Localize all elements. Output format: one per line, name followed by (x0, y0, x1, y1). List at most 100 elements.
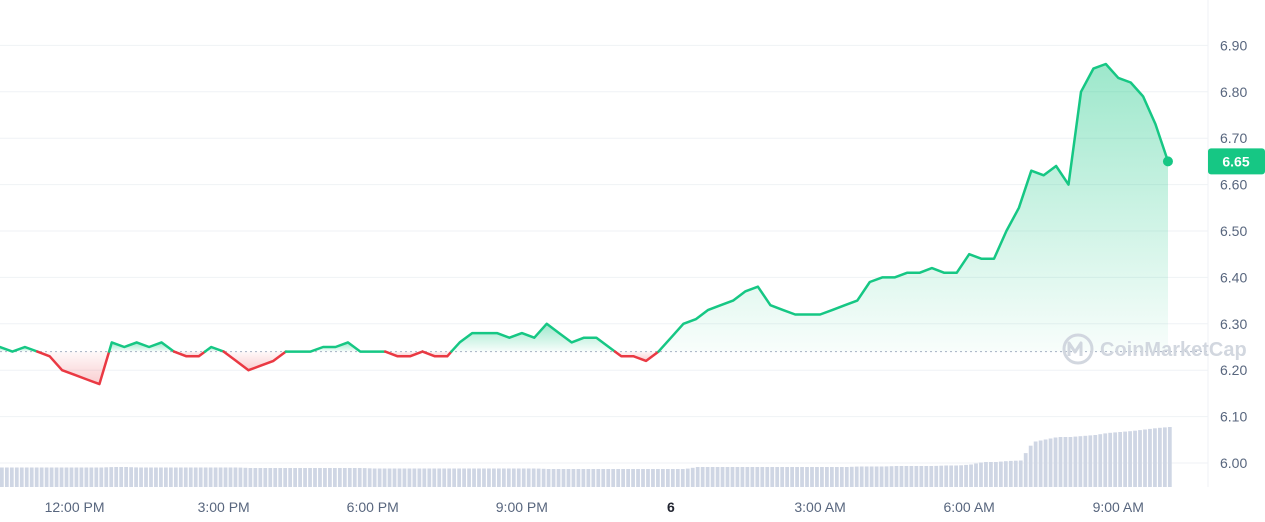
volume-bar (874, 466, 879, 487)
volume-bar (447, 468, 452, 487)
volume-bar (337, 468, 342, 487)
volume-bar (1038, 440, 1043, 487)
volume-bar (89, 467, 94, 487)
volume-bar (1148, 428, 1152, 487)
volume-bar (472, 468, 476, 487)
volume-bar (243, 467, 248, 487)
volume-bar (954, 465, 959, 487)
volume-bar (735, 467, 740, 487)
volume-bar (770, 467, 775, 487)
x-tick-label: 12:00 PM (45, 499, 105, 515)
volume-bar (795, 467, 799, 487)
volume-bar (119, 467, 124, 487)
volume-bar (492, 468, 496, 487)
watermark-text: CoinMarketCap (1100, 339, 1247, 361)
volume-bar (1013, 460, 1018, 487)
volume-bar (616, 469, 621, 487)
volume-bar (665, 469, 670, 487)
volume-bar (308, 468, 312, 487)
volume-bar (984, 462, 988, 487)
volume-bar (844, 467, 849, 487)
volume-bar (278, 468, 283, 487)
volume-bar (1018, 460, 1023, 487)
volume-bar (626, 469, 630, 487)
volume-bar (9, 467, 14, 487)
watermark: CoinMarketCap (1062, 333, 1247, 365)
volume-bar (323, 468, 327, 487)
volume-bar (899, 466, 904, 487)
volume-bar (859, 466, 864, 487)
volume-bar (84, 467, 89, 487)
x-tick-label: 6 (667, 499, 675, 515)
volume-bar (919, 466, 924, 487)
volume-bar (4, 467, 9, 487)
volume-bar (487, 468, 491, 487)
volume-bar (258, 468, 263, 487)
volume-bar (775, 467, 780, 487)
volume-bar (1053, 437, 1058, 487)
volume-bar (59, 467, 64, 487)
volume-bar (869, 466, 874, 487)
volume-bar (680, 469, 685, 487)
volume-bar (909, 466, 914, 487)
volume-bar (173, 467, 178, 487)
price-area-down (37, 351, 110, 385)
volume-bar (695, 467, 700, 487)
volume-bar (129, 467, 133, 487)
volume-bar (805, 467, 809, 487)
volume-bar (497, 468, 501, 487)
volume-bar (651, 469, 655, 487)
volume-bar (879, 466, 884, 487)
x-tick-label: 9:00 PM (496, 499, 548, 515)
volume-bar (1043, 439, 1048, 487)
x-tick-label: 9:00 AM (1093, 499, 1144, 515)
coinmarketcap-logo-icon (1062, 333, 1094, 365)
volume-bar (536, 468, 541, 487)
volume-bar (1167, 427, 1172, 487)
x-tick-label: 6:00 AM (943, 499, 994, 515)
volume-bar (740, 467, 745, 487)
volume-bar (124, 467, 129, 487)
volume-bar (159, 467, 163, 487)
volume-bar (661, 469, 665, 487)
volume-bar (367, 468, 372, 487)
volume-bar (1158, 427, 1162, 487)
volume-bar (164, 467, 168, 487)
y-tick-label: 6.50 (1220, 223, 1247, 239)
volume-bar (571, 469, 576, 487)
volume-bar (422, 468, 427, 487)
volume-bar (183, 467, 188, 487)
volume-bar (1003, 461, 1008, 487)
volume-bar (581, 469, 586, 487)
volume-bar (576, 469, 581, 487)
volume-bar (675, 469, 680, 487)
volume-bar (24, 467, 29, 487)
volume-bar (631, 469, 635, 487)
volume-bar (964, 464, 968, 487)
volume-bar (705, 467, 710, 487)
volume-bar (114, 467, 119, 487)
x-tick-label: 3:00 AM (794, 499, 845, 515)
volume-bar (0, 467, 4, 487)
volume-bar (168, 467, 173, 487)
volume-bar (288, 468, 293, 487)
volume-bar (506, 468, 511, 487)
volume-bar (815, 467, 819, 487)
volume-bar (352, 468, 357, 487)
volume-bar (417, 468, 422, 487)
x-tick-label: 6:00 PM (347, 499, 399, 515)
price-area-down (223, 351, 286, 371)
volume-bar (839, 467, 844, 487)
volume-bar (178, 467, 183, 487)
volume-bars (0, 427, 1172, 487)
volume-bar (144, 467, 148, 487)
volume-bar (94, 467, 99, 487)
grid-lines (0, 0, 1209, 487)
volume-bar (387, 468, 392, 487)
volume-bar (407, 468, 412, 487)
volume-bar (646, 469, 650, 487)
volume-bar (233, 467, 238, 487)
volume-bar (1078, 436, 1083, 487)
volume-bar (800, 467, 804, 487)
volume-bar (79, 467, 84, 487)
